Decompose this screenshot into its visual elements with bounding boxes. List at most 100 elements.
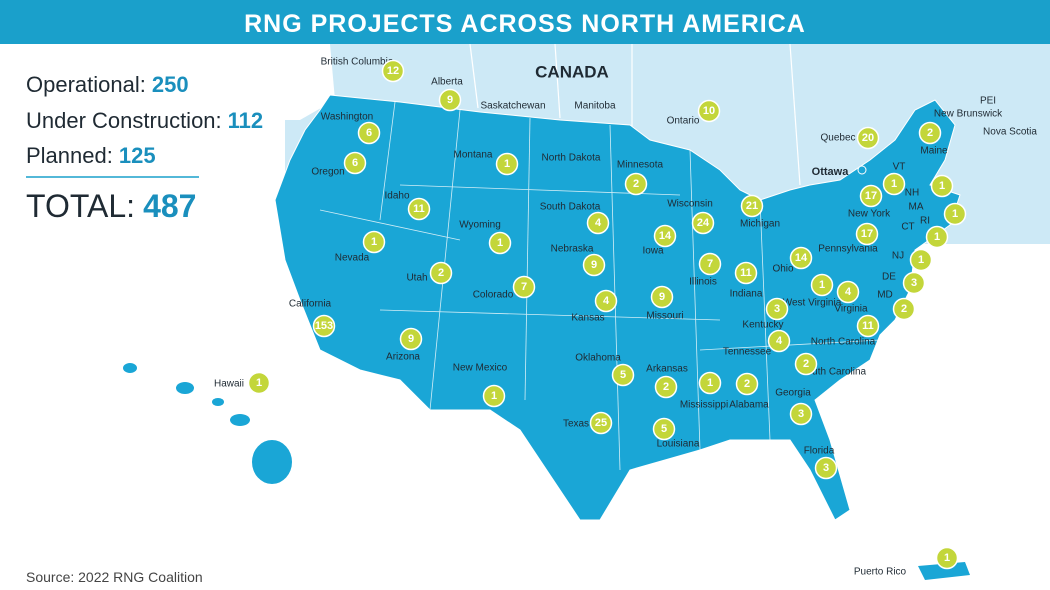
count-bubble (814, 456, 838, 480)
region-label: Georgia (775, 388, 811, 399)
region-label: Tennessee (723, 347, 772, 358)
count-bubble (810, 273, 834, 297)
count-label: 1 (934, 231, 940, 243)
province-border (469, 43, 479, 109)
count-label: 1 (504, 158, 510, 170)
region-label: Mississippi (680, 400, 728, 411)
count-label: 4 (603, 295, 610, 307)
count-label: 14 (659, 230, 672, 242)
count-label: 4 (845, 286, 852, 298)
count-label: 3 (798, 408, 804, 420)
region-label: Hawaii (214, 379, 244, 390)
puerto-rico-shape (918, 562, 970, 580)
hawaii-shape (123, 363, 292, 484)
region-label: Texas (563, 419, 589, 430)
region-label: British Columbia (321, 57, 394, 68)
count-label: 2 (901, 303, 907, 315)
count-bubble (343, 151, 367, 175)
summary-line: Operational: 250 (26, 72, 189, 97)
count-label: 2 (744, 378, 750, 390)
count-label: 5 (661, 423, 667, 435)
region-label: Ohio (772, 264, 794, 275)
state-border (379, 101, 396, 221)
count-label: 9 (659, 291, 665, 303)
state-border (429, 109, 461, 411)
count-bubble (652, 417, 676, 441)
count-label: 2 (663, 381, 669, 393)
count-bubble (859, 184, 883, 208)
summary-panel: Operational: 250 Under Construction: 112 Pla… (26, 72, 263, 225)
count-bubble (381, 59, 405, 83)
count-label: 1 (944, 552, 950, 564)
count-label: 9 (447, 94, 453, 106)
count-label: 153 (315, 320, 333, 332)
summary-label: Operational: (26, 72, 146, 97)
region-label: Iowa (642, 246, 664, 257)
count-bubble (399, 327, 423, 351)
region-label: Illinois (689, 277, 717, 288)
region-label: Ontario (667, 116, 700, 127)
place-label: New Brunswick (934, 109, 1003, 120)
region-label: New Mexico (453, 363, 508, 374)
country-label: CANADA (535, 63, 609, 82)
count-bubble (789, 402, 813, 426)
count-bubble (698, 371, 722, 395)
count-bubble (407, 197, 431, 221)
place-label: Saskatchewan (480, 101, 545, 112)
ocean (285, 44, 335, 120)
count-label: 12 (387, 65, 399, 77)
count-bubble (653, 224, 677, 248)
region-label: MD (877, 290, 893, 301)
count-bubble (918, 121, 942, 145)
source: Source: 2022 RNG Coalition (26, 569, 203, 585)
count-bubble (611, 363, 635, 387)
total-label: TOTAL: (26, 188, 135, 224)
region-label: Louisiana (657, 439, 700, 450)
count-bubble (935, 546, 959, 570)
summary-line: Planned: 125 (26, 143, 156, 168)
count-bubble (925, 225, 949, 249)
count-label: 17 (861, 228, 873, 240)
region-label: Maine (920, 146, 948, 157)
state-border (319, 209, 461, 241)
region-label: Virginia (834, 304, 868, 315)
count-bubble (765, 297, 789, 321)
count-bubble (698, 252, 722, 276)
summary-line: Under Construction: 112 (26, 108, 263, 133)
count-label: 25 (595, 417, 607, 429)
count-bubble (495, 152, 519, 176)
count-bubble (930, 174, 954, 198)
count-bubble (856, 314, 880, 338)
region-label: Arkansas (646, 364, 688, 375)
count-bubble (836, 280, 860, 304)
place-label: Nova Scotia (983, 127, 1037, 138)
region-label: California (289, 299, 332, 310)
count-label: 6 (352, 157, 358, 169)
summary-value: 112 (228, 108, 264, 133)
count-bubble (697, 99, 721, 123)
count-label: 6 (366, 127, 372, 139)
summary-label: Planned: (26, 143, 113, 168)
count-bubble (767, 329, 791, 353)
count-bubble (735, 372, 759, 396)
count-bubble (902, 271, 926, 295)
count-label: 3 (911, 277, 917, 289)
capital-label: Ottawa (812, 166, 850, 178)
province-border (554, 43, 561, 119)
count-label: 20 (862, 132, 874, 144)
count-label: 2 (633, 178, 639, 190)
region-label: Florida (804, 446, 835, 457)
count-label: 4 (776, 335, 783, 347)
region-label: Alabama (729, 400, 769, 411)
island (176, 382, 194, 394)
region-label: Wyoming (459, 220, 501, 231)
place-label: North Dakota (542, 153, 601, 164)
island (212, 398, 224, 406)
island (123, 363, 137, 373)
count-label: 1 (497, 237, 503, 249)
count-bubble (734, 261, 758, 285)
count-bubble (429, 261, 453, 285)
region-label: Utah (406, 273, 427, 284)
place-label: Manitoba (574, 101, 616, 112)
place-label: MA (909, 202, 924, 213)
